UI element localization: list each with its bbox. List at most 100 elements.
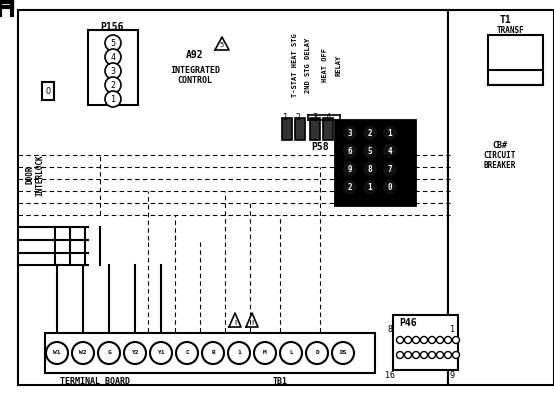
Circle shape bbox=[342, 125, 358, 141]
Circle shape bbox=[254, 342, 276, 364]
Text: T1: T1 bbox=[499, 15, 511, 25]
Circle shape bbox=[342, 179, 358, 195]
Circle shape bbox=[124, 342, 146, 364]
Text: DS: DS bbox=[339, 350, 347, 356]
Circle shape bbox=[453, 337, 459, 344]
Bar bbox=[488, 35, 543, 85]
Text: CONTROL: CONTROL bbox=[177, 75, 213, 85]
Circle shape bbox=[362, 143, 378, 159]
Text: CIRCUIT: CIRCUIT bbox=[484, 150, 516, 160]
Circle shape bbox=[444, 352, 452, 359]
Text: 5: 5 bbox=[368, 147, 372, 156]
Text: 1: 1 bbox=[388, 128, 392, 137]
Text: 7: 7 bbox=[388, 164, 392, 173]
Polygon shape bbox=[229, 313, 241, 327]
Text: 3: 3 bbox=[312, 113, 317, 122]
Text: 9: 9 bbox=[348, 164, 352, 173]
Text: A92: A92 bbox=[186, 50, 204, 60]
Text: T-STAT HEAT STG: T-STAT HEAT STG bbox=[292, 33, 298, 97]
Text: Y2: Y2 bbox=[131, 350, 138, 356]
Text: 8: 8 bbox=[368, 164, 372, 173]
Circle shape bbox=[382, 161, 398, 177]
Text: C: C bbox=[185, 350, 189, 356]
Text: 6: 6 bbox=[348, 147, 352, 156]
Bar bbox=[393, 315, 458, 370]
Circle shape bbox=[98, 342, 120, 364]
Text: W1: W1 bbox=[53, 350, 61, 356]
Text: 1: 1 bbox=[368, 182, 372, 192]
Circle shape bbox=[105, 91, 121, 107]
Text: 4: 4 bbox=[326, 113, 331, 122]
Text: G: G bbox=[107, 350, 111, 356]
Text: Y1: Y1 bbox=[157, 350, 165, 356]
Text: HEAT OFF: HEAT OFF bbox=[322, 48, 328, 82]
Bar bbox=[337, 122, 413, 203]
Circle shape bbox=[437, 337, 444, 344]
Text: CB#: CB# bbox=[493, 141, 507, 149]
Text: L: L bbox=[289, 350, 293, 356]
Text: RELAY: RELAY bbox=[335, 55, 341, 75]
Text: P58: P58 bbox=[311, 142, 329, 152]
Text: !: ! bbox=[250, 320, 254, 326]
Circle shape bbox=[342, 143, 358, 159]
Circle shape bbox=[413, 352, 419, 359]
Circle shape bbox=[404, 337, 412, 344]
Circle shape bbox=[428, 337, 435, 344]
Text: D: D bbox=[315, 350, 319, 356]
Bar bbox=[335, 120, 415, 205]
Circle shape bbox=[453, 352, 459, 359]
Circle shape bbox=[150, 342, 172, 364]
Circle shape bbox=[362, 125, 378, 141]
Text: M: M bbox=[263, 350, 267, 356]
Circle shape bbox=[444, 337, 452, 344]
Polygon shape bbox=[246, 313, 258, 327]
Circle shape bbox=[280, 342, 302, 364]
Text: 0: 0 bbox=[388, 182, 392, 192]
Circle shape bbox=[382, 179, 398, 195]
Circle shape bbox=[105, 49, 121, 65]
Circle shape bbox=[342, 161, 358, 177]
Text: 2: 2 bbox=[110, 81, 115, 90]
Text: P156: P156 bbox=[100, 22, 124, 32]
Text: DOOR
INTERLOCK: DOOR INTERLOCK bbox=[25, 154, 45, 196]
Circle shape bbox=[176, 342, 198, 364]
Circle shape bbox=[332, 342, 354, 364]
Circle shape bbox=[105, 63, 121, 79]
Circle shape bbox=[228, 342, 250, 364]
Bar bbox=[42, 82, 54, 100]
Text: W2: W2 bbox=[79, 350, 87, 356]
Text: 9: 9 bbox=[449, 371, 454, 380]
Text: 2: 2 bbox=[348, 182, 352, 192]
Text: 2ND STG DELAY: 2ND STG DELAY bbox=[305, 38, 311, 92]
Circle shape bbox=[382, 143, 398, 159]
Bar bbox=[448, 10, 554, 385]
Text: TB1: TB1 bbox=[273, 376, 288, 386]
Text: 2: 2 bbox=[368, 128, 372, 137]
Text: O: O bbox=[45, 87, 50, 96]
Bar bbox=[18, 10, 448, 385]
Text: 1: 1 bbox=[110, 94, 115, 103]
Text: 3: 3 bbox=[110, 66, 115, 75]
Text: 1: 1 bbox=[237, 350, 241, 356]
Text: 5: 5 bbox=[220, 42, 224, 48]
Text: INTEGRATED: INTEGRATED bbox=[170, 66, 220, 75]
Text: 4: 4 bbox=[110, 53, 115, 62]
Circle shape bbox=[397, 337, 403, 344]
Text: 4: 4 bbox=[388, 147, 392, 156]
Text: P46: P46 bbox=[399, 318, 417, 328]
Circle shape bbox=[202, 342, 224, 364]
Bar bbox=[45, 333, 375, 373]
Bar bbox=[88, 30, 138, 105]
Text: 2: 2 bbox=[295, 113, 300, 122]
Text: 3: 3 bbox=[348, 128, 352, 137]
Text: TERMINAL BOARD: TERMINAL BOARD bbox=[60, 376, 130, 386]
Circle shape bbox=[437, 352, 444, 359]
Text: 1: 1 bbox=[449, 325, 454, 335]
Text: TRANSF: TRANSF bbox=[496, 26, 524, 34]
Text: 8: 8 bbox=[387, 325, 392, 335]
Circle shape bbox=[413, 337, 419, 344]
Circle shape bbox=[72, 342, 94, 364]
Circle shape bbox=[46, 342, 68, 364]
Circle shape bbox=[306, 342, 328, 364]
Circle shape bbox=[105, 77, 121, 93]
